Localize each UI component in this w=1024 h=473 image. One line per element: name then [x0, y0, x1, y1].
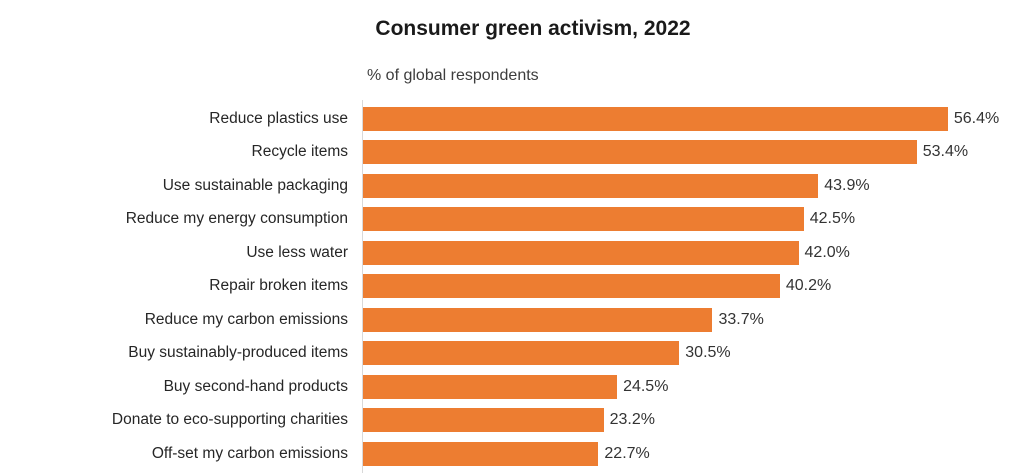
- chart-subtitle: % of global respondents: [367, 67, 539, 84]
- category-label: Donate to eco-supporting charities: [111, 411, 348, 429]
- bar: [363, 341, 680, 366]
- bar-row: Donate to eco-supporting charities 23.2%: [0, 404, 1024, 438]
- bar-area: 40.2%: [363, 270, 1024, 304]
- bar-row: Buy sustainably-produced items 30.5%: [0, 337, 1024, 371]
- bar-area: 24.5%: [363, 370, 1024, 404]
- bar-rows: Reduce plastics use 56.4% Recycle items 53.…: [0, 102, 1024, 471]
- bar: [363, 441, 599, 466]
- bar-area: 42.0%: [363, 236, 1024, 270]
- bar-row: Use sustainable packaging 43.9%: [0, 169, 1024, 203]
- category-label: Reduce my carbon emissions: [144, 310, 348, 328]
- value-label: 42.5%: [809, 210, 856, 228]
- value-label: 42.0%: [804, 243, 850, 261]
- bar-row: Reduce my carbon emissions 33.7%: [0, 303, 1024, 337]
- category-label: Off-set my carbon emissions: [151, 444, 348, 462]
- bar: [363, 240, 799, 265]
- value-label: 30.5%: [685, 344, 731, 362]
- category-label: Use less water: [246, 243, 348, 261]
- bar: [363, 140, 917, 165]
- value-label: 33.7%: [718, 310, 764, 328]
- bar-row: Reduce my energy consumption 42.5%: [0, 203, 1024, 237]
- value-label: 56.4%: [953, 109, 1000, 127]
- category-label: Repair broken items: [209, 277, 348, 295]
- bar-area: 22.7%: [363, 437, 1024, 471]
- bar-area: 53.4%: [363, 136, 1024, 170]
- bar-area: 33.7%: [363, 303, 1024, 337]
- category-label: Buy second-hand products: [163, 377, 348, 395]
- category-label: Buy sustainably-produced items: [128, 344, 348, 362]
- value-label: 24.5%: [623, 377, 669, 395]
- category-label: Recycle items: [251, 143, 348, 161]
- value-label: 43.9%: [824, 176, 870, 194]
- category-label: Reduce my energy consumption: [125, 210, 348, 228]
- bar-area: 23.2%: [363, 404, 1024, 438]
- value-label: 40.2%: [785, 277, 832, 295]
- bar-row: Recycle items 53.4%: [0, 136, 1024, 170]
- value-label: 53.4%: [922, 143, 969, 161]
- bar-row: Reduce plastics use 56.4%: [0, 102, 1024, 136]
- category-label: Use sustainable packaging: [162, 176, 348, 194]
- bar-area: 56.4%: [363, 102, 1024, 136]
- bar: [363, 374, 618, 399]
- bar: [363, 274, 780, 299]
- bar: [363, 207, 804, 232]
- category-label: Reduce plastics use: [209, 109, 348, 127]
- bar-row: Repair broken items 40.2%: [0, 270, 1024, 304]
- bar: [363, 408, 604, 433]
- value-label: 23.2%: [609, 411, 655, 429]
- y-axis-line: [362, 100, 363, 473]
- bar: [363, 307, 713, 332]
- bar-row: Off-set my carbon emissions 22.7%: [0, 437, 1024, 471]
- plot-area: Reduce plastics use 56.4% Recycle items 53.…: [0, 100, 1024, 473]
- bar: [363, 173, 819, 198]
- bar: [363, 106, 948, 131]
- bar-row: Buy second-hand products 24.5%: [0, 370, 1024, 404]
- value-label: 22.7%: [604, 444, 650, 462]
- bar-area: 30.5%: [363, 337, 1024, 371]
- bar-area: 42.5%: [363, 203, 1024, 237]
- bar-row: Use less water 42.0%: [0, 236, 1024, 270]
- chart-title: Consumer green activism, 2022: [375, 17, 691, 40]
- bar-area: 43.9%: [363, 169, 1024, 203]
